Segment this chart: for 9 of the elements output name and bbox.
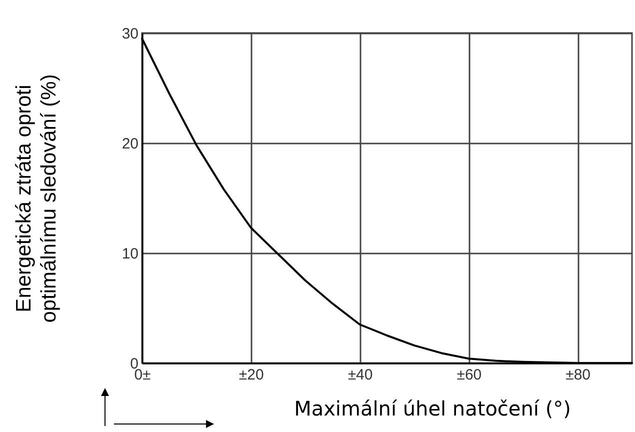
x-tick-label: ±60 (456, 366, 482, 384)
y-tick-label: 20 (122, 136, 138, 152)
x-axis-title: Maximální úhel natočení (°) (294, 396, 571, 420)
x-tick-label: ±80 (566, 366, 591, 384)
y-tick-label: 30 (122, 26, 138, 42)
y-axis-title: Energetická ztráta oproti optimálnímu sledování (%) (12, 74, 60, 323)
x-tick-label: ±40 (348, 366, 373, 384)
x-tick-label: ±20 (238, 366, 264, 384)
y-tick-label: 10 (122, 246, 138, 262)
